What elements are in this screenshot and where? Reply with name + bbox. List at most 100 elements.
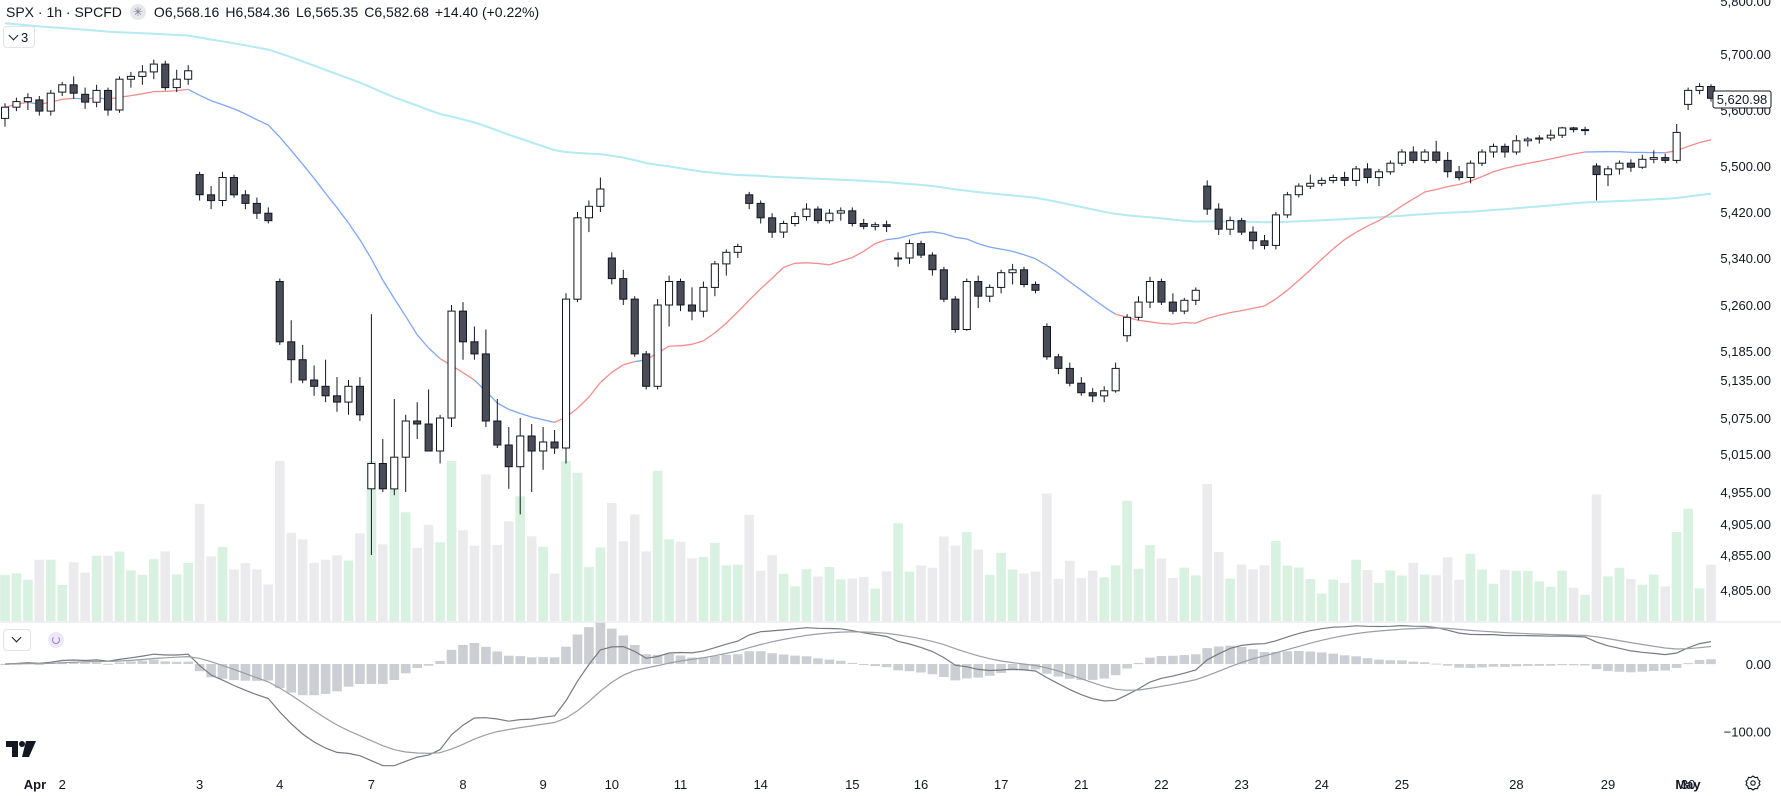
- candle-body: [859, 223, 868, 227]
- macd-pane-toggle-button[interactable]: [3, 629, 31, 651]
- volume-bar: [549, 573, 560, 621]
- candle-body: [939, 269, 948, 300]
- volume-bar: [984, 574, 995, 622]
- sma-segment: [1000, 248, 1013, 253]
- symbol-title[interactable]: SPX · 1h · SPCFD: [6, 4, 122, 20]
- macd-histogram-bar: [824, 659, 835, 664]
- candle: [1145, 276, 1155, 309]
- candle-body: [1695, 86, 1704, 91]
- sma-segment: [920, 231, 933, 234]
- time-tick-label: 9: [539, 777, 546, 792]
- candle: [710, 260, 719, 297]
- candle: [413, 402, 422, 439]
- candle-body: [1157, 281, 1166, 303]
- volume-bar: [1168, 578, 1178, 621]
- time-tick-label: 14: [753, 777, 767, 792]
- macd-histogram-bar: [1568, 664, 1579, 666]
- volume-bar: [286, 532, 296, 622]
- macd-line: [4, 624, 1712, 767]
- macd-histogram-bar: [1465, 664, 1476, 668]
- volume-bar: [1316, 593, 1327, 621]
- volume-bar: [1042, 493, 1052, 621]
- sma-segment: [1149, 321, 1162, 325]
- sma-segment: [863, 242, 876, 252]
- volume-bar: [1408, 562, 1419, 622]
- candle: [1603, 166, 1613, 187]
- candle-body: [1, 106, 10, 119]
- macd-histogram-bar: [652, 654, 663, 664]
- candle-body: [1684, 89, 1693, 105]
- gear-icon[interactable]: [1745, 775, 1761, 791]
- candle: [23, 93, 32, 110]
- volume-bar: [641, 551, 651, 621]
- tradingview-logo-icon[interactable]: [6, 741, 36, 757]
- macd-histogram-bar: [996, 664, 1006, 673]
- volume-bar: [755, 570, 766, 622]
- candle: [1684, 87, 1693, 110]
- candle-body: [871, 224, 880, 227]
- candle-body: [1145, 281, 1155, 303]
- sma-segment: [1069, 281, 1082, 291]
- volume-bar: [1431, 575, 1441, 622]
- candle-body: [882, 224, 891, 227]
- refresh-icon[interactable]: [48, 632, 64, 648]
- indicators-toggle-button[interactable]: 3: [3, 26, 36, 48]
- volume-bar: [252, 569, 262, 621]
- macd-histogram-bar: [1385, 660, 1396, 664]
- candlesticks: [1, 59, 1716, 555]
- candle-body: [184, 70, 193, 80]
- macd-histogram-bar: [343, 664, 354, 687]
- sma-segment: [771, 266, 785, 279]
- macd-histogram-bar: [469, 643, 480, 664]
- macd-histogram-bar: [183, 661, 193, 664]
- macd-histogram-bar: [0, 664, 10, 665]
- candle-body: [1569, 127, 1578, 131]
- candle: [1203, 180, 1212, 215]
- macd-histogram-bar: [664, 653, 674, 665]
- sma-segment: [165, 89, 177, 93]
- macd-histogram-bar: [1397, 660, 1407, 664]
- macd-axis: 0.00 −100.00: [1724, 657, 1771, 739]
- sma-segment: [1378, 213, 1391, 222]
- macd-histogram-bar: [1076, 664, 1087, 680]
- candle: [436, 414, 445, 464]
- last-price-marker: 5,620.98: [1712, 90, 1772, 109]
- volume-bars: [0, 461, 1716, 622]
- candle: [184, 65, 193, 85]
- volume-bar: [103, 555, 113, 622]
- volume-bar: [309, 563, 319, 621]
- price-tick-label: 4,855.00: [1720, 548, 1771, 563]
- volume-bar: [962, 532, 972, 621]
- candle: [974, 275, 983, 309]
- macd-histogram-bar: [1488, 664, 1499, 667]
- candle: [550, 430, 559, 454]
- macd-histogram-bar: [790, 655, 800, 665]
- macd-histogram-bar: [595, 622, 606, 664]
- volume-bar: [881, 571, 892, 622]
- market-status-icon[interactable]: ✳: [129, 4, 146, 20]
- candle: [355, 377, 364, 421]
- candle: [1661, 153, 1670, 164]
- candle-body: [447, 310, 456, 419]
- macd-histogram-bar: [801, 656, 812, 664]
- candle: [1020, 266, 1029, 288]
- macd-histogram-bar: [881, 664, 892, 668]
- macd-histogram-bar: [1259, 652, 1270, 665]
- macd-histogram-bar: [446, 649, 457, 664]
- price-axis[interactable]: 5,800.005,700.005,600.005,500.005,420.00…: [1720, 0, 1771, 598]
- macd-histogram-bar: [492, 651, 503, 665]
- price-tick-label: 5,260.00: [1720, 298, 1771, 313]
- sma-segment: [1539, 158, 1551, 162]
- volume-bar: [1568, 587, 1579, 622]
- sma-segment: [1527, 160, 1540, 165]
- sma-segment: [462, 372, 475, 381]
- sma-segment: [1264, 298, 1277, 307]
- candle-body: [1329, 177, 1338, 181]
- candle: [1432, 140, 1441, 164]
- candle-body: [115, 78, 124, 111]
- candle: [573, 212, 582, 303]
- volume-bar: [446, 461, 457, 621]
- volume-bar: [927, 567, 938, 622]
